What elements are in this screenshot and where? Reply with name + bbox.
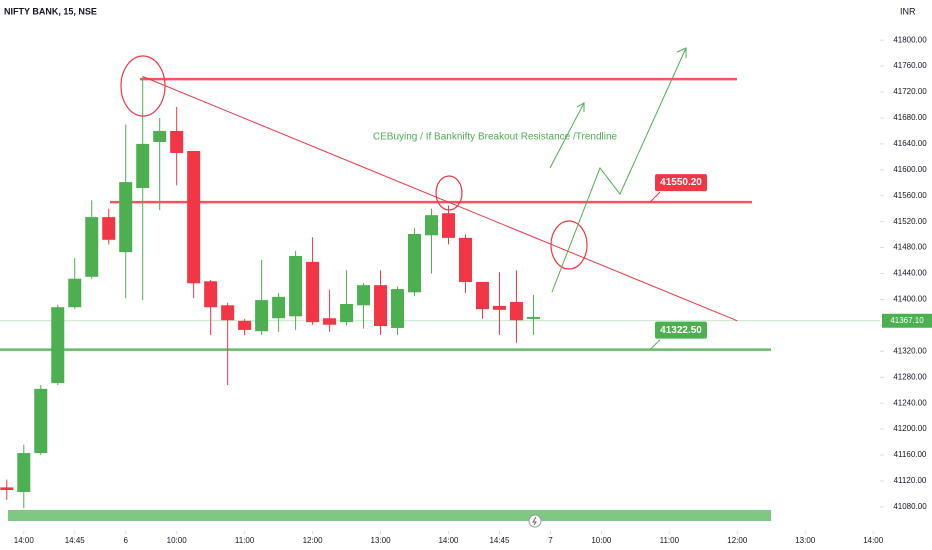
y-tick-label: 41080.00 [893, 502, 927, 511]
y-tick-label: 41720.00 [893, 87, 927, 96]
y-tick-label: 41200.00 [893, 424, 927, 433]
candle-body [136, 143, 150, 188]
x-tick-label: 13:00 [371, 536, 392, 545]
candle-body [51, 307, 65, 384]
candle-body [119, 182, 133, 253]
y-tick-label: 41520.00 [893, 217, 927, 226]
candle-body [357, 285, 371, 306]
y-tick-label: 41640.00 [893, 139, 927, 148]
currency: INR [900, 6, 916, 16]
event-icon [528, 514, 542, 528]
circle-mark [120, 55, 166, 117]
x-tick-label: 11:00 [235, 536, 255, 545]
arrow-head [676, 47, 687, 58]
candle-body [68, 278, 82, 308]
candle-body [458, 237, 472, 282]
candle-body [221, 305, 235, 321]
y-tick-label: 41440.00 [893, 269, 927, 278]
level-box [655, 321, 707, 339]
level-box [655, 174, 707, 192]
projection-arrow [551, 47, 687, 293]
y-tick-label: 41280.00 [893, 372, 927, 381]
y-tick-label: 41560.00 [893, 191, 927, 200]
x-tick-label: 14:00 [14, 536, 35, 545]
circle-mark [435, 175, 463, 211]
y-tick-label: 41400.00 [893, 295, 927, 304]
last-price-box [882, 313, 932, 328]
y-tick-label: 41480.00 [893, 243, 927, 252]
y-tick-label: 41600.00 [893, 165, 927, 174]
candle-body [238, 320, 252, 330]
level-pointer [649, 339, 661, 351]
x-tick-label: 10:00 [167, 536, 188, 545]
projection-arrow [549, 102, 585, 169]
x-tick-label: 11:00 [660, 536, 680, 545]
last-price-label: 41367.10 [890, 316, 924, 325]
candle-body [526, 316, 540, 319]
level-pointer [649, 191, 661, 203]
x-tick-label: 14:45 [65, 536, 86, 545]
candle-body [0, 487, 14, 490]
candle-body [170, 130, 184, 153]
candle-body [492, 305, 506, 310]
x-tick-label: 6 [123, 536, 128, 545]
candle-body [425, 215, 439, 236]
candle-body [408, 233, 422, 293]
candle-body [34, 388, 48, 454]
x-tick-label: 10:00 [591, 536, 612, 545]
candle-body [17, 453, 31, 492]
level-label: 41550.20 [660, 177, 702, 188]
candle-body [153, 130, 167, 142]
event-icon-bolt [532, 516, 537, 526]
candle-body [272, 296, 286, 319]
candle-body [204, 281, 218, 308]
trendline [142, 76, 738, 322]
candle-body [374, 285, 388, 327]
candle-body [391, 289, 405, 328]
candle-body [255, 300, 269, 332]
y-tick-label: 41240.00 [893, 398, 927, 407]
chart-title: NIFTY BANK, 15, NSE [4, 6, 97, 16]
y-tick-label: 41160.00 [894, 450, 927, 459]
candle-body [187, 151, 201, 284]
annotation: CEBuying / If Banknifty Breakout Resista… [373, 132, 618, 143]
candle-body [340, 303, 354, 323]
candle-body [85, 217, 99, 277]
y-tick-label: 41760.00 [893, 61, 927, 70]
x-tick-label: 14:00 [863, 536, 884, 545]
x-tick-label: 12:00 [303, 536, 324, 545]
candle-body [475, 281, 489, 310]
candle-body [306, 261, 320, 323]
level-label: 41322.50 [660, 325, 702, 336]
arrow-head [576, 102, 585, 112]
x-tick-label: 7 [548, 536, 553, 545]
x-tick-label: 12:00 [727, 536, 748, 545]
x-tick-label: 14:00 [438, 536, 459, 545]
y-tick-label: 41120.00 [894, 476, 927, 485]
candle-body [441, 213, 455, 238]
candle-body [509, 302, 523, 321]
circle-mark [550, 220, 588, 270]
x-tick-label: 13:00 [795, 536, 816, 545]
y-tick-label: 41800.00 [893, 35, 927, 44]
candle-body [323, 318, 337, 325]
y-tick-label: 41680.00 [893, 113, 927, 122]
session-bar [8, 510, 771, 521]
y-tick-label: 41320.00 [893, 346, 927, 355]
candle-body [102, 217, 116, 240]
x-tick-label: 14:45 [489, 536, 510, 545]
candle-body [289, 256, 303, 317]
